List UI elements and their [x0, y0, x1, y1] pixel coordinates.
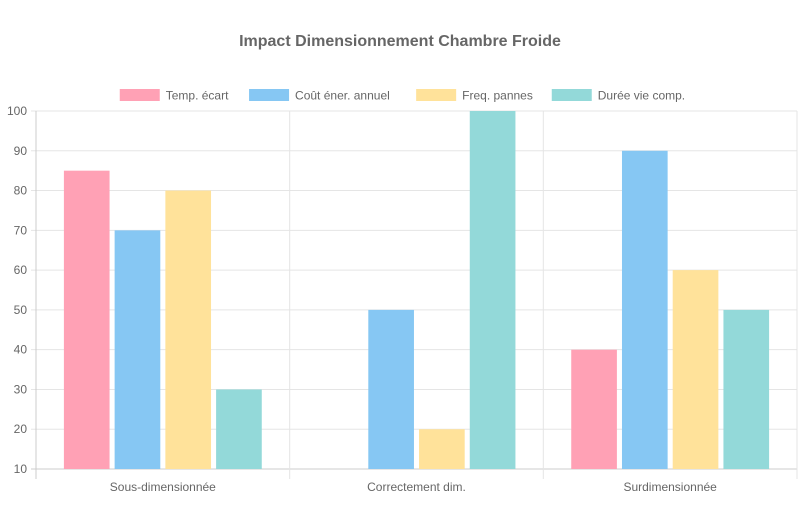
legend-label[interactable]: Freq. pannes [462, 89, 533, 103]
legend-swatch [119, 89, 160, 101]
legend-label[interactable]: Coût éner. annuel [295, 89, 390, 103]
y-tick-label: 10 [14, 462, 28, 476]
bar[interactable] [723, 309, 770, 469]
y-tick-label: 60 [14, 263, 28, 277]
legend-swatch [416, 89, 457, 101]
bars [63, 111, 770, 470]
legend: Temp. écart Coût éner. annuel Freq. pannes… [119, 89, 685, 103]
y-tick-label: 80 [14, 184, 28, 198]
bar[interactable] [621, 150, 668, 469]
y-tick-label: 20 [14, 422, 28, 436]
y-tick-label: 30 [14, 382, 28, 396]
bar[interactable] [165, 190, 212, 470]
bar[interactable] [571, 349, 617, 469]
legend-label[interactable]: Temp. écart [166, 89, 229, 103]
bar[interactable] [672, 270, 719, 469]
x-tick-label: Correctement dim. [367, 480, 466, 494]
y-tick-label: 90 [14, 144, 28, 158]
axes: 10 20 30 40 50 60 70 80 90 100 Sous-dimensionnée Co… [7, 104, 717, 494]
x-tick-label: Sous-dimensionnée [110, 480, 216, 494]
legend-label[interactable]: Durée vie comp. [598, 89, 685, 103]
y-tick-label: 50 [14, 303, 28, 317]
y-tick-label: 40 [14, 343, 28, 357]
bar[interactable] [469, 111, 516, 469]
y-tick-label: 100 [7, 104, 27, 118]
bar[interactable] [419, 429, 465, 469]
y-tick-label: 70 [14, 223, 28, 237]
bar[interactable] [368, 309, 414, 469]
bar[interactable] [114, 230, 161, 469]
bar[interactable] [63, 170, 110, 469]
x-tick-label: Surdimensionnée [623, 480, 717, 494]
bar[interactable] [216, 389, 262, 469]
legend-swatch [249, 89, 290, 101]
chart-title: Impact Dimensionnement Chambre Froide [239, 33, 561, 50]
legend-swatch [551, 89, 592, 101]
